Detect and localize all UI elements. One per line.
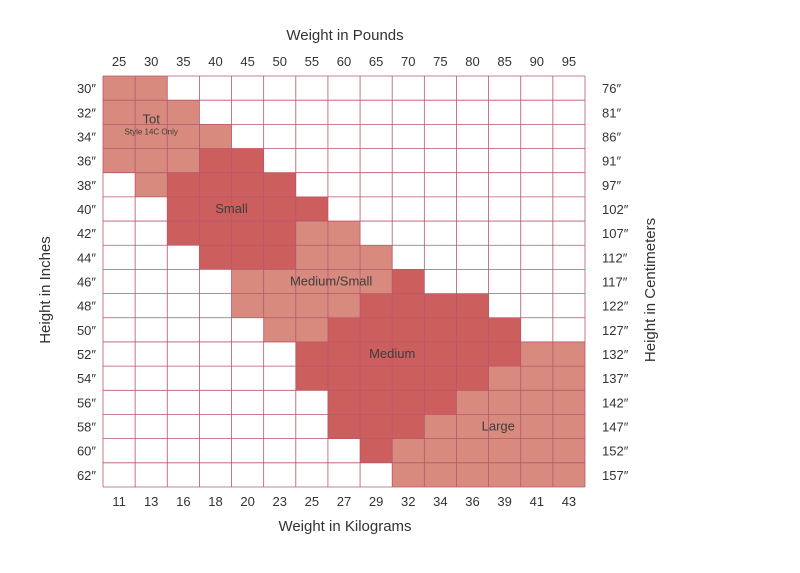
tick-lbs: 35 [176,54,190,69]
zone-note-tot: Style 14C Only [125,128,178,137]
zone-medium-row-15 [360,438,393,463]
tick-kg: 18 [208,494,222,509]
bottom-axis-title: Weight in Kilograms [278,518,411,535]
tick-inches: 56″ [77,395,96,410]
zone-medium-row-14 [327,414,425,439]
tick-cm: 76″ [602,81,621,96]
tick-cm: 107″ [602,226,629,241]
tick-inches: 60″ [77,444,96,459]
zone-medium-row-8 [392,269,425,294]
tick-inches: 46″ [77,275,96,290]
tick-lbs: 40 [208,54,222,69]
tick-kg: 20 [240,494,254,509]
tick-cm: 157″ [602,468,629,483]
tick-lbs: 50 [272,54,286,69]
tick-cm: 142″ [602,395,629,410]
zone-label-medium-small: Medium/Small [290,274,372,289]
tick-inches: 52″ [77,347,96,362]
tick-labels: 25 30 35 40 45 50 55 60 65 70 75 80 85 90 95 11 13 16 18 20… [77,54,629,509]
tick-cm: 86″ [602,129,621,144]
tick-lbs: 80 [465,54,479,69]
tick-kg: 13 [144,494,158,509]
tick-lbs: 95 [562,54,576,69]
zone-large-row-14 [424,414,585,439]
tick-lbs: 85 [497,54,511,69]
tick-lbs: 45 [240,54,254,69]
tick-lbs: 70 [401,54,415,69]
zone-small-row-5 [167,196,328,222]
tick-cm: 117″ [602,275,628,290]
tick-cm: 91″ [602,154,621,169]
tick-lbs: 60 [337,54,351,69]
tick-kg: 41 [530,494,544,509]
tick-kg: 29 [369,494,383,509]
tick-lbs: 25 [112,54,126,69]
tick-inches: 38″ [77,178,96,193]
zone-medium-small-row-8 [231,269,393,294]
tick-lbs: 90 [530,54,544,69]
tick-cm: 132″ [602,347,629,362]
zone-label-small: Small [215,201,248,216]
tick-lbs: 75 [433,54,447,69]
zone-tot-row-1 [103,100,200,125]
tick-kg: 36 [465,494,479,509]
tick-inches: 54″ [77,371,96,386]
tick-cm: 112″ [602,250,628,265]
tick-inches: 48″ [77,299,96,314]
tick-kg: 25 [305,494,319,509]
tick-inches: 36″ [77,154,96,169]
top-axis-title: Weight in Pounds [286,27,403,44]
tick-cm: 102″ [602,202,629,217]
zone-tot-row-3 [103,148,200,173]
tick-kg: 43 [562,494,576,509]
tick-inches: 58″ [77,420,96,435]
zone-large-row-12 [488,366,585,391]
zone-label-tot: Tot [143,112,161,127]
tick-cm: 122″ [602,299,629,314]
tick-cm: 81″ [602,105,621,120]
tick-kg: 16 [176,494,190,509]
tick-lbs: 65 [369,54,383,69]
tick-inches: 34″ [77,129,96,144]
tick-cm: 127″ [602,323,629,338]
tick-inches: 50″ [77,323,96,338]
tick-kg: 27 [337,494,351,509]
tick-lbs: 55 [305,54,319,69]
tick-kg: 32 [401,494,415,509]
zone-label-large: Large [482,419,515,434]
grid-lines [102,75,586,488]
zone-label-medium: Medium [369,346,415,361]
tick-inches: 42″ [77,226,96,241]
zone-medium-small-row-7 [295,245,393,270]
tick-cm: 97″ [602,178,621,193]
tick-cm: 147″ [602,420,629,435]
zone-small-row-7 [199,245,296,270]
left-axis-title: Height in Inches [37,236,54,344]
zone-tot-row-4 [135,172,168,197]
tick-kg: 23 [272,494,286,509]
tick-kg: 39 [497,494,511,509]
tick-inches: 44″ [77,250,96,265]
tick-cm: 152″ [602,444,629,459]
tick-inches: 32″ [77,105,96,120]
tick-inches: 30″ [77,81,96,96]
tick-lbs: 30 [144,54,158,69]
tick-inches: 40″ [77,202,96,217]
tick-cm: 137″ [602,371,629,386]
tick-kg: 34 [433,494,447,509]
right-axis-title: Height in Centimeters [642,218,659,362]
tick-inches: 62″ [77,468,96,483]
zone-medium-row-11 [295,341,521,367]
tick-kg: 11 [112,494,126,509]
